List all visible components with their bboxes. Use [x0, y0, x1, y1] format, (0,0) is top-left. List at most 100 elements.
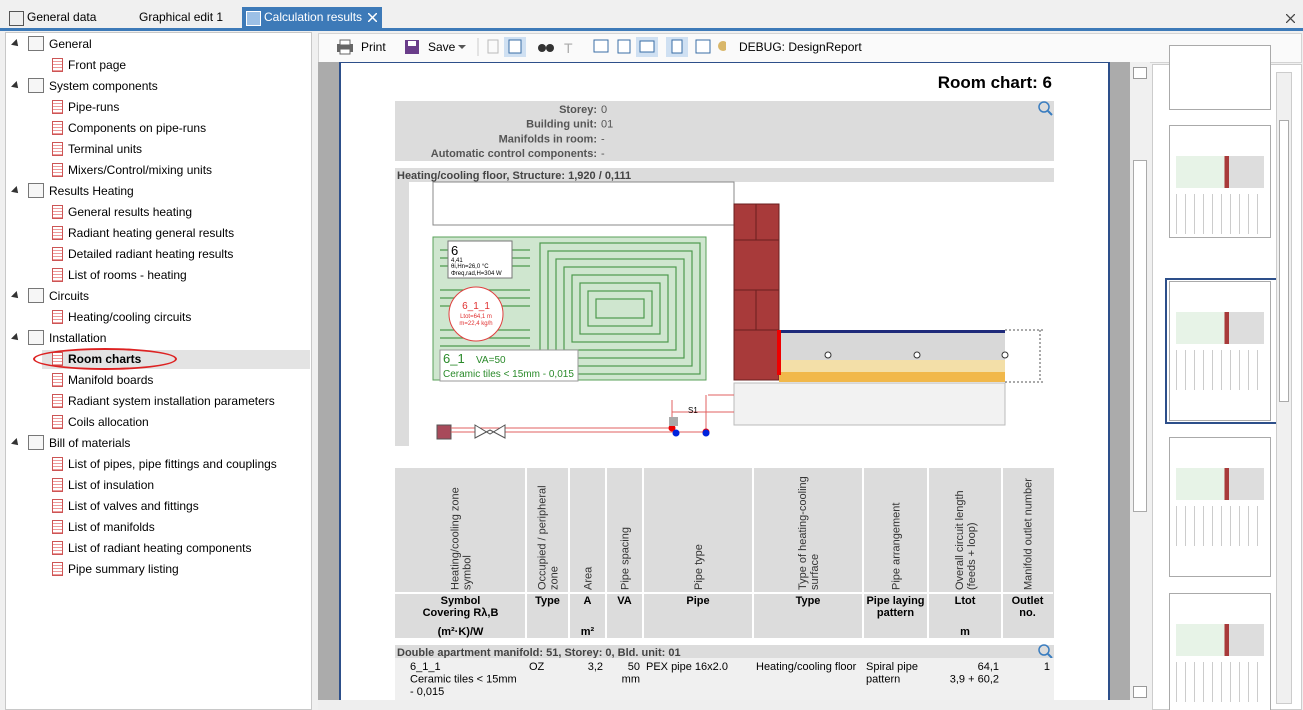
page-icon: [52, 100, 63, 114]
page-icon: [52, 394, 63, 408]
page-icon: [52, 310, 63, 324]
page-icon: [52, 520, 63, 534]
tab-active[interactable]: Calculation results: [242, 7, 382, 28]
svg-text:T: T: [564, 40, 573, 56]
rotated-header: Manifold outlet number: [1023, 478, 1035, 590]
tab-label: General data: [27, 10, 96, 24]
valve-label: S1: [688, 406, 698, 415]
table-cell: Spiral pipe: [866, 661, 918, 673]
tree-item[interactable]: List of pipes, pipe fittings and couplin…: [68, 455, 277, 474]
page-icon: [52, 541, 63, 555]
table-cell: 50: [628, 661, 640, 673]
save-button[interactable]: Save: [428, 38, 455, 56]
toolbar-icons: T: [476, 36, 726, 58]
save-icon[interactable]: [404, 39, 420, 55]
thumbnail-scroll-thumb[interactable]: [1279, 120, 1289, 402]
table-cell: 1: [1044, 661, 1050, 673]
thumbnail[interactable]: [1169, 281, 1271, 421]
thumb-table: [1176, 350, 1264, 390]
table-cell: 3,2: [588, 661, 603, 673]
tree-group[interactable]: General: [49, 35, 92, 54]
table-cell: 3,9 + 60,2: [950, 674, 999, 686]
room-load: Φreq,rad,H=304 W: [451, 271, 502, 277]
expander[interactable]: [11, 186, 21, 196]
tree-item[interactable]: Components on pipe-runs: [68, 119, 206, 138]
info-value: -: [601, 133, 605, 145]
expander[interactable]: [11, 291, 21, 301]
tree-item[interactable]: Heating/cooling circuits: [68, 308, 191, 327]
page-icon: [52, 499, 63, 513]
print-icon[interactable]: [336, 39, 354, 55]
table-cell: Ceramic tiles < 15mm: [410, 674, 517, 686]
tree-item[interactable]: Mixers/Control/mixing units: [68, 161, 212, 180]
close-icon[interactable]: [1286, 12, 1295, 21]
column-header: VA: [617, 595, 632, 607]
tree-group[interactable]: Installation: [49, 329, 106, 348]
tree-item[interactable]: Coils allocation: [68, 413, 149, 432]
tab[interactable]: General data: [5, 7, 96, 28]
tree-item[interactable]: Front page: [68, 56, 126, 75]
tree-item[interactable]: Radiant heating general results: [68, 224, 234, 243]
folder-icon: [28, 330, 44, 345]
rotated-header: Occupied / peripheral: [537, 485, 549, 590]
tree-item[interactable]: Detailed radiant heating results: [68, 245, 233, 264]
table-cell: pattern: [866, 674, 900, 686]
tree-group[interactable]: System components: [49, 77, 158, 96]
report-title: Room chart: 6: [938, 73, 1052, 92]
tree-group[interactable]: Results Heating: [49, 182, 134, 201]
tree-item[interactable]: List of radiant heating components: [68, 539, 251, 558]
thumbnail[interactable]: [1169, 125, 1271, 238]
tree-item[interactable]: List of valves and fittings: [68, 497, 199, 516]
thumb-table: [1176, 506, 1264, 546]
tab-icon: [121, 11, 134, 24]
tree-group[interactable]: Bill of materials: [49, 434, 130, 453]
tab-label: Graphical edit 1: [139, 10, 223, 24]
dropdown-arrow[interactable]: [458, 45, 466, 50]
scroll-up[interactable]: [1133, 67, 1147, 79]
scroll-thumb[interactable]: [1133, 160, 1147, 512]
info-value: -: [601, 148, 605, 160]
page-icon: [52, 415, 63, 429]
expander[interactable]: [11, 438, 21, 448]
thumbnail[interactable]: [1169, 45, 1271, 110]
tree-item[interactable]: Terminal units: [68, 140, 142, 159]
scroll-down[interactable]: [1133, 686, 1147, 698]
column-header: Type: [796, 595, 821, 607]
tree-group[interactable]: Circuits: [49, 287, 89, 306]
circuit-label: 6_1_1: [462, 301, 490, 312]
rotated-header: Area: [583, 566, 595, 590]
tree-item[interactable]: Radiant system installation parameters: [68, 392, 275, 411]
room-number: 6: [451, 243, 458, 258]
column-header: Pipe: [686, 595, 709, 607]
print-button[interactable]: Print: [361, 38, 386, 56]
expander[interactable]: [11, 81, 21, 91]
h-scrollbar[interactable]: [318, 700, 1130, 710]
debug-button[interactable]: DEBUG: DesignReport: [739, 38, 862, 56]
thumbnail[interactable]: [1169, 593, 1271, 710]
tree-item[interactable]: List of rooms - heating: [68, 266, 187, 285]
folder-icon: [28, 435, 44, 450]
page-icon: [52, 247, 63, 261]
thumb-drawing: [1176, 468, 1264, 500]
tree-item[interactable]: List of insulation: [68, 476, 154, 495]
tree-item[interactable]: Manifold boards: [68, 371, 153, 390]
tree-item[interactable]: Pipe summary listing: [68, 560, 179, 579]
rotated-header: Overall circuit length: [954, 490, 966, 590]
expander[interactable]: [11, 333, 21, 343]
tree-item[interactable]: General results heating: [68, 203, 192, 222]
room-temperature: θi,Hn=26,0 °C: [451, 264, 489, 270]
tab-label: Calculation results: [264, 10, 362, 24]
tab[interactable]: Graphical edit 1: [117, 7, 223, 28]
page-icon: [52, 121, 63, 135]
tree-item[interactable]: Pipe-runs: [68, 98, 119, 117]
expander[interactable]: [11, 39, 21, 49]
column-unit: (m²·K)/W: [438, 626, 484, 638]
tree-item[interactable]: List of manifolds: [68, 518, 155, 537]
rotated-header: Type of heating-cooling: [797, 476, 809, 590]
thumb-drawing: [1176, 156, 1264, 188]
thumbnail[interactable]: [1169, 437, 1271, 577]
tab-close[interactable]: [368, 13, 377, 22]
zone-covering: Ceramic tiles < 15mm - 0,015: [443, 369, 574, 380]
page-icon: [52, 562, 63, 576]
